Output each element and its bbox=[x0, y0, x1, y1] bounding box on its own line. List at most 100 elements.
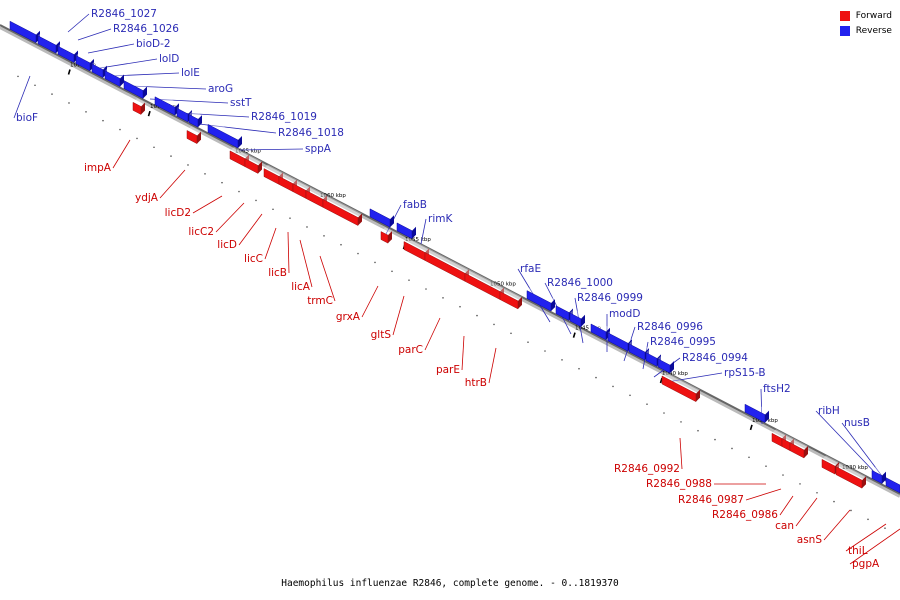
rfae-label[interactable]: rfaE bbox=[520, 263, 541, 275]
lica-leader bbox=[299, 239, 313, 288]
minor-tick bbox=[68, 102, 70, 104]
rps15-b-label[interactable]: rpS15-B bbox=[724, 367, 766, 379]
minor-tick bbox=[850, 509, 852, 512]
rimk-label[interactable]: rimK bbox=[428, 213, 453, 225]
r2846-1019-label[interactable]: R2846_1019 bbox=[251, 111, 317, 123]
r2846-0996-label[interactable]: R2846_0996 bbox=[637, 321, 703, 333]
sstt-label[interactable]: sstT bbox=[230, 97, 252, 109]
r2846-1018-label[interactable]: R2846_1018 bbox=[278, 127, 344, 139]
r2846-0986-label[interactable]: R2846_0986 bbox=[712, 509, 778, 521]
ftsh2-label[interactable]: ftsH2 bbox=[763, 383, 791, 395]
impa-gene-box[interactable] bbox=[132, 98, 145, 115]
legend-forward-label: Forward bbox=[855, 10, 892, 21]
ribh-label[interactable]: ribH bbox=[818, 405, 840, 417]
rps15-b-leader bbox=[666, 372, 723, 383]
r2846-0999-label[interactable]: R2846_0999 bbox=[577, 292, 643, 304]
minor-tick bbox=[867, 518, 869, 521]
backbone-line bbox=[0, 24, 900, 495]
asns-label[interactable]: asnS bbox=[797, 534, 823, 546]
r2846-0986-gene-box[interactable] bbox=[789, 438, 808, 459]
minor-tick bbox=[510, 332, 512, 335]
arog-gene-box[interactable] bbox=[104, 66, 124, 87]
modd-label[interactable]: modD bbox=[609, 308, 640, 320]
asns-gene-box[interactable] bbox=[835, 462, 866, 489]
pgpa-label[interactable]: pgpA bbox=[852, 558, 880, 570]
arog-label[interactable]: aroG bbox=[208, 83, 233, 95]
ydja-label[interactable]: ydjA bbox=[135, 192, 159, 204]
trmc-label[interactable]: trmC bbox=[307, 295, 333, 307]
minor-tick bbox=[238, 190, 240, 193]
sppa-gene-box[interactable] bbox=[188, 110, 202, 128]
licc-leader bbox=[264, 227, 277, 260]
glts-label[interactable]: gltS bbox=[371, 329, 392, 341]
r2846-1026-label[interactable]: R2846_1026 bbox=[113, 23, 179, 35]
grxa-label[interactable]: grxA bbox=[336, 311, 361, 323]
glts-leader bbox=[392, 295, 405, 336]
sppa-label[interactable]: sppA bbox=[305, 143, 332, 155]
trmc-gene-box[interactable] bbox=[322, 195, 362, 226]
biof-label[interactable]: bioF bbox=[16, 112, 38, 124]
grxa-gene-box[interactable] bbox=[380, 227, 392, 244]
impa-label[interactable]: impA bbox=[84, 162, 112, 174]
biod-2-label[interactable]: bioD-2 bbox=[136, 38, 171, 50]
r2846-0988-label[interactable]: R2846_0988 bbox=[646, 478, 712, 490]
trmc-leader bbox=[319, 255, 336, 302]
lold-gene-box[interactable] bbox=[75, 51, 94, 72]
r2846-0996-gene-box[interactable] bbox=[607, 328, 632, 352]
nusb-label[interactable]: nusB bbox=[844, 417, 870, 429]
minor-tick bbox=[561, 359, 563, 361]
rfae-gene-box[interactable] bbox=[526, 286, 555, 312]
fabb-label[interactable]: fabB bbox=[403, 199, 427, 211]
licc-label[interactable]: licC bbox=[244, 253, 263, 265]
minor-tick bbox=[663, 412, 665, 414]
can-label[interactable]: can bbox=[775, 520, 794, 532]
r2846-0992-leader bbox=[679, 437, 683, 470]
r2846-0995-label[interactable]: R2846_0995 bbox=[650, 336, 716, 348]
htrb-gene-box[interactable] bbox=[499, 287, 522, 310]
r2846-0999-gene-box[interactable] bbox=[569, 309, 585, 328]
licd-label[interactable]: licD bbox=[217, 239, 237, 251]
r2846-1000-label[interactable]: R2846_1000 bbox=[547, 277, 613, 289]
minor-tick bbox=[17, 75, 19, 78]
thil-label[interactable]: thiL bbox=[848, 545, 868, 557]
lole-label[interactable]: lolE bbox=[181, 67, 200, 79]
minor-tick bbox=[612, 385, 614, 388]
licd2-label[interactable]: licD2 bbox=[165, 207, 191, 219]
r2846-0994-label[interactable]: R2846_0994 bbox=[682, 352, 748, 364]
kbp-label-2: 1065 kbp bbox=[235, 148, 261, 154]
ftsh2-gene-box[interactable] bbox=[744, 400, 769, 424]
sstt-gene-box[interactable] bbox=[123, 76, 147, 99]
biof-gene-box[interactable] bbox=[207, 120, 242, 149]
fabb-gene-box[interactable] bbox=[369, 204, 394, 228]
ribh-gene-box[interactable] bbox=[871, 466, 886, 485]
r2846-1027-label[interactable]: R2846_1027 bbox=[91, 8, 157, 20]
ydja-gene-box[interactable] bbox=[186, 126, 201, 145]
arog-leader bbox=[129, 85, 207, 90]
r2846-1027-leader bbox=[67, 13, 90, 33]
minor-tick bbox=[714, 438, 716, 441]
minor-tick bbox=[153, 146, 155, 149]
licc2-label[interactable]: licC2 bbox=[188, 226, 214, 238]
htrb-label[interactable]: htrB bbox=[465, 377, 487, 389]
licc2-gene-box[interactable] bbox=[244, 154, 262, 174]
minor-tick bbox=[544, 350, 546, 352]
r2846-0992-gene-box[interactable] bbox=[661, 371, 700, 403]
thil-leader bbox=[845, 523, 887, 552]
r2846-0987-label[interactable]: R2846_0987 bbox=[678, 494, 744, 506]
lold-label[interactable]: lolD bbox=[159, 53, 179, 65]
pare-label[interactable]: parE bbox=[436, 364, 460, 376]
licb-label[interactable]: licB bbox=[268, 267, 287, 279]
minor-tick bbox=[289, 217, 291, 219]
kbp-tick-8 bbox=[749, 424, 753, 431]
rps15-b-gene-box[interactable] bbox=[657, 354, 674, 374]
minor-tick bbox=[408, 279, 410, 281]
rimk-gene-box[interactable] bbox=[396, 218, 416, 240]
can-gene-box[interactable] bbox=[821, 455, 839, 475]
biod-2-leader bbox=[87, 43, 135, 54]
lica-label[interactable]: licA bbox=[291, 281, 311, 293]
r2846-0992-label[interactable]: R2846_0992 bbox=[614, 463, 680, 475]
nusb-gene-box[interactable] bbox=[885, 473, 900, 494]
parc-label[interactable]: parC bbox=[398, 344, 423, 356]
kbp-tick-1 bbox=[147, 110, 151, 117]
